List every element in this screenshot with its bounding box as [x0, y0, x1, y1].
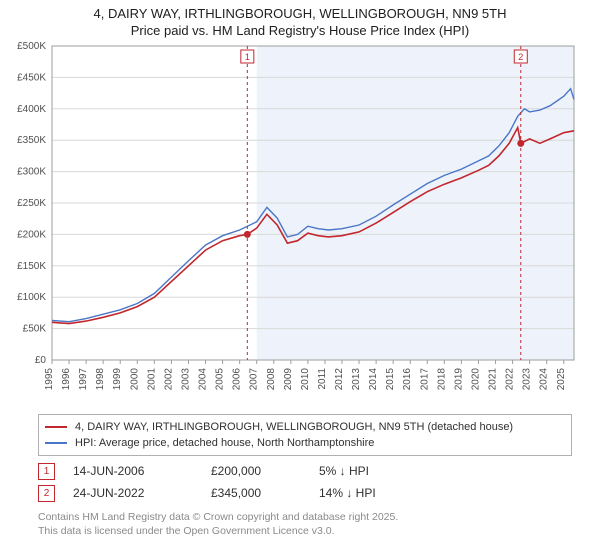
footer-line: Contains HM Land Registry data © Crown c…	[38, 510, 572, 524]
table-row: 1 14-JUN-2006 £200,000 5% ↓ HPI	[38, 460, 572, 482]
svg-text:2025: 2025	[556, 368, 567, 391]
svg-text:£350K: £350K	[17, 135, 46, 146]
svg-text:2012: 2012	[334, 368, 345, 391]
svg-text:£250K: £250K	[17, 198, 46, 209]
legend-item-property: 4, DAIRY WAY, IRTHLINGBOROUGH, WELLINGBO…	[45, 419, 565, 435]
attribution-footer: Contains HM Land Registry data © Crown c…	[38, 510, 572, 544]
transaction-date: 24-JUN-2022	[73, 486, 193, 500]
svg-text:1999: 1999	[112, 368, 123, 391]
svg-text:2020: 2020	[470, 368, 481, 391]
svg-text:2019: 2019	[453, 368, 464, 391]
legend-item-hpi: HPI: Average price, detached house, Nort…	[45, 435, 565, 451]
svg-text:2005: 2005	[215, 368, 226, 391]
svg-text:2018: 2018	[436, 368, 447, 391]
svg-text:2001: 2001	[146, 368, 157, 391]
title-block: 4, DAIRY WAY, IRTHLINGBOROUGH, WELLINGBO…	[0, 0, 600, 38]
transaction-price: £200,000	[211, 464, 301, 478]
svg-text:2010: 2010	[300, 368, 311, 391]
svg-text:2003: 2003	[180, 368, 191, 391]
svg-text:2006: 2006	[232, 368, 243, 391]
svg-text:1997: 1997	[78, 368, 89, 391]
svg-text:2021: 2021	[488, 368, 499, 391]
transaction-price: £345,000	[211, 486, 301, 500]
svg-text:£100K: £100K	[17, 292, 46, 303]
svg-text:2008: 2008	[266, 368, 277, 391]
figure-root: 4, DAIRY WAY, IRTHLINGBOROUGH, WELLINGBO…	[0, 0, 600, 544]
svg-text:2024: 2024	[539, 368, 550, 391]
svg-text:£150K: £150K	[17, 261, 46, 272]
svg-text:1995: 1995	[44, 368, 55, 391]
title-address: 4, DAIRY WAY, IRTHLINGBOROUGH, WELLINGBO…	[0, 6, 600, 21]
title-subtitle: Price paid vs. HM Land Registry's House …	[0, 23, 600, 38]
legend-label: HPI: Average price, detached house, Nort…	[75, 437, 374, 449]
chart-area: £0 £50K £100K £150K £200K £250K £300K £350K £400…	[0, 38, 600, 408]
svg-text:£300K: £300K	[17, 167, 46, 178]
svg-text:1: 1	[245, 52, 250, 62]
legend-label: 4, DAIRY WAY, IRTHLINGBOROUGH, WELLINGBO…	[75, 421, 513, 433]
transaction-badge-icon: 2	[38, 485, 55, 502]
svg-text:2013: 2013	[351, 368, 362, 391]
legend-swatch-icon	[45, 426, 67, 428]
footer-line: This data is licensed under the Open Gov…	[38, 524, 572, 538]
svg-text:1998: 1998	[95, 368, 106, 391]
svg-text:2004: 2004	[198, 368, 209, 391]
transaction-badge-icon: 1	[38, 463, 55, 480]
legend: 4, DAIRY WAY, IRTHLINGBOROUGH, WELLINGBO…	[38, 414, 572, 456]
transaction-date: 14-JUN-2006	[73, 464, 193, 478]
svg-text:2015: 2015	[385, 368, 396, 391]
svg-text:£200K: £200K	[17, 229, 46, 240]
svg-text:£50K: £50K	[23, 324, 47, 335]
svg-text:£500K: £500K	[17, 41, 46, 52]
svg-text:£450K: £450K	[17, 72, 46, 83]
svg-text:2009: 2009	[283, 368, 294, 391]
svg-text:£400K: £400K	[17, 104, 46, 115]
svg-text:2011: 2011	[317, 368, 328, 390]
svg-text:2023: 2023	[522, 368, 533, 391]
transaction-delta: 14% ↓ HPI	[319, 486, 429, 500]
svg-text:2: 2	[518, 52, 523, 62]
svg-text:2017: 2017	[419, 368, 430, 391]
transactions-table: 1 14-JUN-2006 £200,000 5% ↓ HPI 2 24-JUN…	[38, 460, 572, 504]
svg-text:2000: 2000	[129, 368, 140, 391]
svg-text:2014: 2014	[368, 368, 379, 391]
legend-swatch-icon	[45, 442, 67, 444]
svg-text:1996: 1996	[61, 368, 72, 391]
svg-text:2002: 2002	[163, 368, 174, 391]
svg-text:2007: 2007	[249, 368, 260, 391]
svg-text:2022: 2022	[505, 368, 516, 391]
svg-text:2016: 2016	[402, 368, 413, 391]
table-row: 2 24-JUN-2022 £345,000 14% ↓ HPI	[38, 482, 572, 504]
line-chart: £0 £50K £100K £150K £200K £250K £300K £350K £400…	[0, 38, 600, 408]
transaction-delta: 5% ↓ HPI	[319, 464, 429, 478]
svg-text:£0: £0	[35, 355, 47, 366]
